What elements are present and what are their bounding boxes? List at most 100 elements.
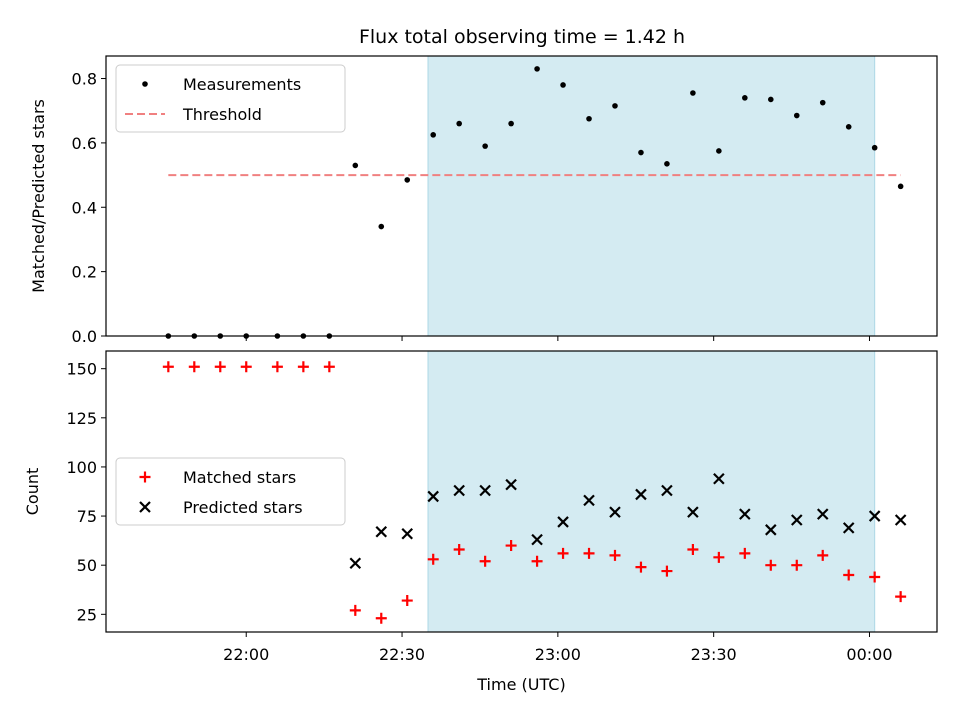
data-point — [739, 508, 751, 520]
data-point — [560, 82, 566, 88]
data-point — [690, 90, 696, 96]
legend-label: Measurements — [183, 75, 301, 94]
legend-label: Threshold — [182, 105, 262, 124]
x-tick-label: 22:00 — [223, 645, 269, 664]
data-point — [716, 148, 722, 154]
data-point — [842, 522, 855, 534]
data-point — [635, 561, 647, 573]
data-point — [897, 183, 904, 190]
data-point — [479, 555, 491, 567]
data-point — [352, 162, 359, 169]
data-point — [534, 66, 540, 72]
y-tick-label: 0.2 — [72, 263, 97, 282]
data-point — [817, 549, 829, 561]
data-point — [612, 103, 618, 109]
data-point — [713, 472, 725, 485]
y-tick-label: 125 — [66, 409, 97, 428]
legend-box — [115, 457, 346, 526]
data-point — [557, 547, 569, 559]
data-point — [271, 361, 283, 373]
legend-box — [115, 64, 346, 133]
x-axis-label: Time (UTC) — [476, 675, 565, 694]
data-point — [895, 591, 907, 603]
data-point — [791, 559, 803, 571]
data-point — [583, 547, 595, 559]
legend-marker-predicted — [139, 501, 151, 513]
data-point — [638, 149, 644, 156]
data-point — [819, 99, 826, 106]
data-point — [845, 124, 852, 130]
data-point — [404, 177, 411, 183]
data-point — [482, 143, 488, 149]
series-predicted-stars — [349, 472, 907, 570]
data-point — [427, 490, 439, 503]
data-point — [162, 361, 174, 373]
data-point — [768, 96, 774, 103]
y-tick-label: 100 — [66, 458, 97, 477]
y-tick-label: 50 — [77, 556, 97, 575]
data-point — [349, 557, 362, 570]
data-point — [609, 549, 621, 561]
data-point — [479, 484, 491, 497]
data-point — [531, 533, 543, 546]
data-point — [323, 361, 335, 373]
data-point — [793, 112, 800, 119]
data-point — [635, 488, 647, 501]
y-axis-label: Matched/Predicted stars — [29, 99, 48, 293]
data-point — [739, 547, 751, 559]
y-tick-label: 0.4 — [72, 198, 97, 217]
data-point — [661, 484, 673, 497]
data-point — [531, 555, 543, 567]
data-point — [375, 526, 388, 538]
data-point — [868, 510, 881, 522]
legend-marker-measurements — [142, 81, 148, 87]
data-point — [816, 508, 829, 520]
legend-marker-matched — [139, 471, 151, 483]
data-point — [765, 559, 777, 571]
data-point — [427, 553, 439, 565]
data-point — [742, 95, 748, 101]
data-point — [453, 543, 465, 555]
y-tick-label: 0.0 — [72, 327, 97, 346]
data-point — [713, 551, 725, 563]
y-tick-label: 25 — [77, 605, 97, 624]
x-tick-label: 22:30 — [379, 645, 425, 664]
data-point — [456, 120, 462, 127]
series-matched-stars — [162, 361, 907, 624]
data-point — [401, 595, 413, 607]
y-tick-label: 0.6 — [72, 134, 97, 153]
data-point — [188, 361, 200, 373]
data-point — [843, 569, 855, 581]
data-point — [401, 527, 414, 540]
x-tick-label: 23:00 — [535, 645, 581, 664]
data-point — [871, 144, 878, 151]
y-tick-label: 0.8 — [72, 70, 97, 89]
data-point — [765, 524, 777, 536]
data-point — [586, 115, 592, 122]
chart-title: Flux total observing time = 1.42 h — [359, 26, 685, 48]
x-tick-label: 23:30 — [691, 645, 737, 664]
data-point — [583, 494, 595, 507]
observing-window — [427, 55, 876, 337]
data-point — [240, 361, 252, 373]
y-axis-label: Count — [23, 468, 42, 516]
data-point — [609, 506, 621, 518]
top-panel-ratio: 0.0 0.2 0.4 0.6 0.8 Matched/Predicted stars Me… — [29, 55, 938, 346]
data-point — [508, 120, 514, 127]
y-tick-label: 150 — [66, 360, 97, 379]
axes-frame — [105, 55, 938, 337]
legend-label: Matched stars — [183, 468, 296, 487]
data-point — [505, 540, 517, 552]
data-point — [430, 132, 437, 138]
data-point — [664, 161, 670, 167]
data-point — [790, 514, 803, 526]
data-point — [687, 506, 699, 518]
x-tick-label: 00:00 — [846, 645, 892, 664]
data-point — [505, 478, 517, 491]
data-point — [453, 484, 465, 497]
data-point — [349, 604, 361, 616]
data-point — [687, 543, 699, 555]
legend-label: Predicted stars — [183, 498, 303, 517]
data-point — [869, 571, 881, 583]
